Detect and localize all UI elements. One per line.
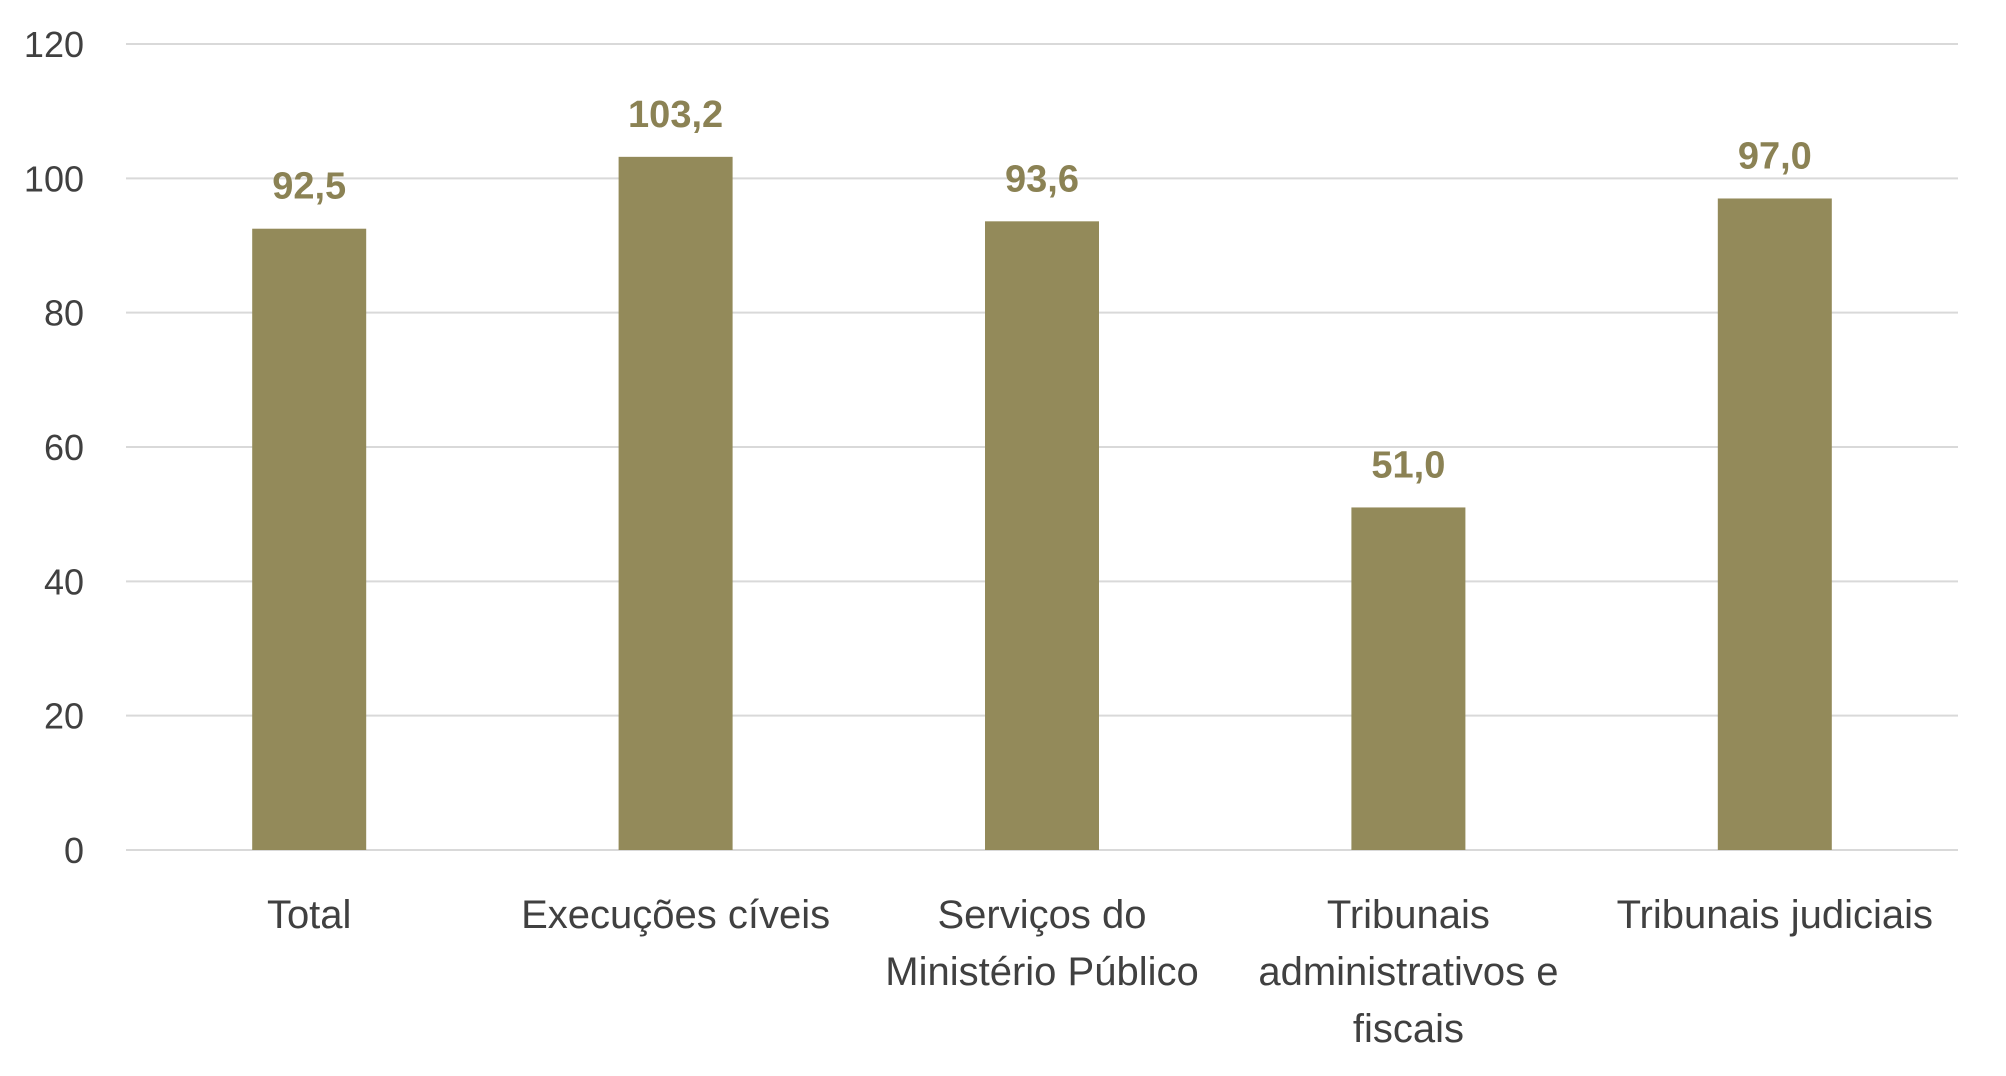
x-category-label: Tribunais: [1327, 893, 1490, 937]
data-label: 93,6: [1005, 158, 1079, 200]
x-category-label: Total: [267, 893, 352, 937]
data-label: 97,0: [1738, 135, 1812, 177]
x-axis-categories: Total Execuções cíveis Serviços do Ministér…: [267, 893, 1933, 1051]
y-tick-label: 60: [44, 427, 84, 468]
bar: [252, 228, 367, 851]
data-label: 51,0: [1371, 444, 1445, 486]
y-tick-label: 20: [44, 696, 84, 737]
data-label: 103,2: [628, 94, 723, 136]
x-category-label: Serviços do: [938, 893, 1147, 937]
y-tick-label: 80: [44, 293, 84, 334]
bar: [618, 156, 733, 851]
y-axis-ticks: 0 20 40 60 80 100 120: [24, 24, 84, 871]
bar: [985, 221, 1099, 850]
y-tick-label: 120: [24, 24, 84, 65]
x-category-label: Tribunais judiciais: [1617, 893, 1933, 937]
x-category-label: Execuções cíveis: [521, 893, 830, 937]
x-category-label: fiscais: [1353, 1007, 1464, 1051]
y-tick-label: 40: [44, 561, 84, 602]
bar: [1351, 507, 1466, 850]
x-category-label: administrativos e: [1258, 950, 1558, 994]
x-category-label: Ministério Público: [885, 950, 1198, 994]
bars: [252, 156, 1832, 851]
y-tick-label: 0: [64, 830, 84, 871]
data-label: 92,5: [272, 166, 346, 208]
data-labels: 92,5 103,2 93,6 51,0 97,0: [272, 94, 1812, 487]
y-tick-label: 100: [24, 158, 84, 199]
bar: [1717, 198, 1832, 850]
